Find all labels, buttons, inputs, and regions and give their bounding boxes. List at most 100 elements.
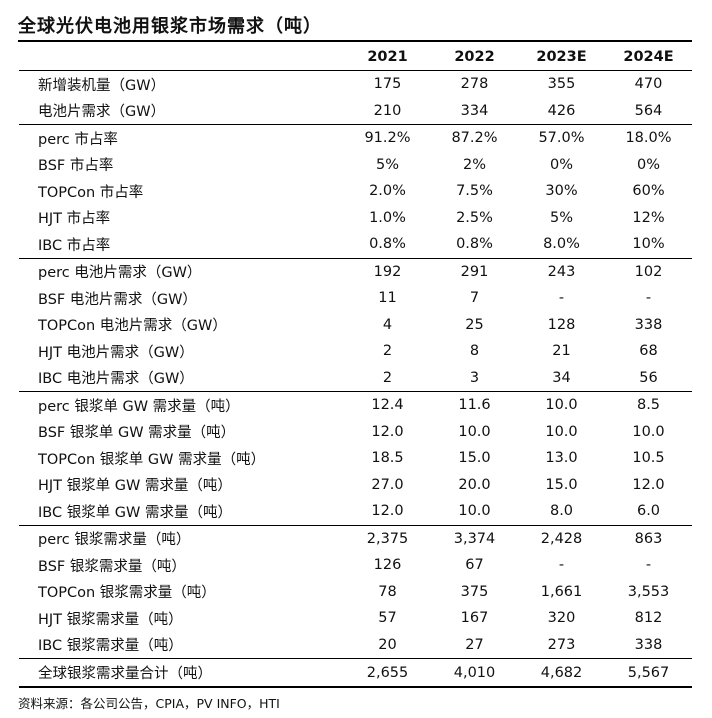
table-body: 新增装机量（GW） 175 278 355 470 电池片需求（GW） 210 334 426 5…	[19, 71, 692, 688]
value-cell: 1,661	[540, 583, 583, 600]
value-cell: 192	[344, 257, 431, 285]
header-cell-label	[19, 44, 344, 71]
value-cell: 320	[547, 610, 576, 627]
row-label: TOPCon 银浆单 GW 需求量（吨）	[38, 451, 266, 468]
value-cell: 87.2%	[431, 124, 518, 152]
table-row: perc 银浆单 GW 需求量（吨） 12.4 11.6 10.0 8.5	[19, 391, 692, 419]
value-cell: 10.0	[545, 423, 578, 440]
row-label: TOPCon 电池片需求（GW）	[38, 318, 227, 335]
value-cell: 0%	[549, 156, 573, 173]
table-row: IBC 电池片需求（GW） 2 3 34 56	[19, 365, 692, 392]
value-cell: 20	[378, 636, 397, 653]
value-cell: 12%	[632, 209, 665, 226]
value-cell: 334	[460, 102, 489, 119]
table-row: BSF 市占率 5% 2% 0% 0%	[19, 152, 692, 179]
value-cell: 11.6	[431, 391, 518, 419]
table-row: BSF 银浆需求量（吨） 126 67 - -	[19, 552, 692, 579]
value-cell: 0.8%	[369, 236, 406, 253]
value-cell: 8.5	[605, 391, 692, 419]
value-cell: 57.0%	[518, 124, 605, 152]
table-row: perc 银浆需求量（吨） 2,375 3,374 2,428 863	[19, 524, 692, 552]
value-cell: 355	[547, 76, 576, 93]
header-cell-2024e: 2024E	[605, 44, 692, 71]
value-cell: 2	[382, 343, 393, 360]
row-label: BSF 市占率	[38, 158, 114, 175]
silver-paste-demand-table-container: 2021 2022 2023E 2024E 新增装机量（GW） 175 278 355…	[19, 44, 692, 688]
value-cell: 338	[634, 316, 663, 333]
value-cell: 2%	[462, 156, 486, 173]
value-cell: 6.0	[636, 503, 661, 520]
value-cell: 15.0	[458, 450, 491, 467]
row-label: HJT 市占率	[38, 211, 111, 228]
table-row: IBC 银浆需求量（吨） 20 27 273 338	[19, 632, 692, 659]
value-cell: 10%	[632, 236, 665, 253]
table-row: TOPCon 市占率 2.0% 7.5% 30% 60%	[19, 178, 692, 205]
value-cell: 8.0	[549, 503, 574, 520]
row-label: BSF 银浆需求量（吨）	[38, 558, 186, 575]
row-label: BSF 电池片需求（GW）	[38, 291, 197, 308]
table-row: BSF 银浆单 GW 需求量（吨） 12.0 10.0 10.0 10.0	[19, 419, 692, 446]
value-cell: 7	[469, 290, 480, 307]
value-cell: 27.0	[371, 476, 404, 493]
value-cell: 5%	[375, 156, 399, 173]
table-row: BSF 电池片需求（GW） 11 7 - -	[19, 285, 692, 312]
value-cell: 5%	[549, 209, 573, 226]
value-cell: 175	[373, 76, 402, 93]
value-cell: 1.0%	[369, 209, 406, 226]
value-cell: 3,374	[431, 524, 518, 552]
row-label: IBC 电池片需求（GW）	[38, 371, 194, 388]
table-row: TOPCon 银浆单 GW 需求量（吨） 18.5 15.0 13.0 10.5	[19, 445, 692, 472]
table-title: 全球光伏电池用银浆市场需求（吨）	[18, 16, 322, 37]
value-cell: 2	[382, 369, 393, 386]
value-cell: 375	[460, 583, 489, 600]
table-row: HJT 银浆需求量（吨） 57 167 320 812	[19, 605, 692, 632]
value-cell: 25	[465, 316, 484, 333]
value-cell: 12.0	[371, 503, 404, 520]
value-cell: 11	[378, 290, 397, 307]
value-cell: 564	[634, 102, 663, 119]
value-cell: 243	[518, 257, 605, 285]
value-cell: 20.0	[458, 476, 491, 493]
value-cell: 10.0	[458, 423, 491, 440]
value-cell: 21	[552, 343, 571, 360]
row-label: BSF 银浆单 GW 需求量（吨）	[38, 425, 236, 442]
row-label: IBC 银浆单 GW 需求量（吨）	[38, 504, 232, 521]
value-cell: 3,553	[627, 583, 670, 600]
value-cell: 10.0	[632, 423, 665, 440]
value-cell: 5,567	[605, 658, 692, 688]
table-row: 电池片需求（GW） 210 334 426 564	[19, 98, 692, 125]
value-cell: 2.0%	[369, 183, 406, 200]
value-cell: 8.0%	[543, 236, 580, 253]
table-row: HJT 电池片需求（GW） 2 8 21 68	[19, 338, 692, 365]
value-cell: 68	[639, 343, 658, 360]
value-cell: 10.5	[632, 450, 665, 467]
table-row: HJT 市占率 1.0% 2.5% 5% 12%	[19, 205, 692, 232]
value-cell: 863	[605, 524, 692, 552]
table-header: 2021 2022 2023E 2024E	[19, 44, 692, 71]
value-cell: 18.5	[371, 450, 404, 467]
value-cell: 2,428	[518, 524, 605, 552]
value-cell: 7.5%	[456, 183, 493, 200]
value-cell: 273	[547, 636, 576, 653]
value-cell: 27	[465, 636, 484, 653]
header-cell-2022: 2022	[431, 44, 518, 71]
row-label: IBC 市占率	[38, 237, 111, 254]
value-cell: -	[558, 557, 565, 574]
value-cell: 0%	[636, 156, 660, 173]
row-label: perc 银浆需求量（吨）	[19, 524, 344, 552]
value-cell: 12.0	[632, 476, 665, 493]
value-cell: 0.8%	[456, 236, 493, 253]
value-cell: 291	[431, 257, 518, 285]
value-cell: 167	[460, 610, 489, 627]
table-row: TOPCon 银浆需求量（吨） 78 375 1,661 3,553	[19, 579, 692, 606]
value-cell: -	[645, 557, 652, 574]
table-row: IBC 银浆单 GW 需求量（吨） 12.0 10.0 8.0 6.0	[19, 498, 692, 525]
table-row: HJT 银浆单 GW 需求量（吨） 27.0 20.0 15.0 12.0	[19, 472, 692, 499]
value-cell: 10.0	[518, 391, 605, 419]
value-cell: 210	[373, 102, 402, 119]
value-cell: 2,655	[344, 658, 431, 688]
value-cell: 15.0	[545, 476, 578, 493]
row-label: perc 电池片需求（GW）	[19, 257, 344, 285]
value-cell: 8	[469, 343, 480, 360]
table-row: perc 电池片需求（GW） 192 291 243 102	[19, 257, 692, 285]
